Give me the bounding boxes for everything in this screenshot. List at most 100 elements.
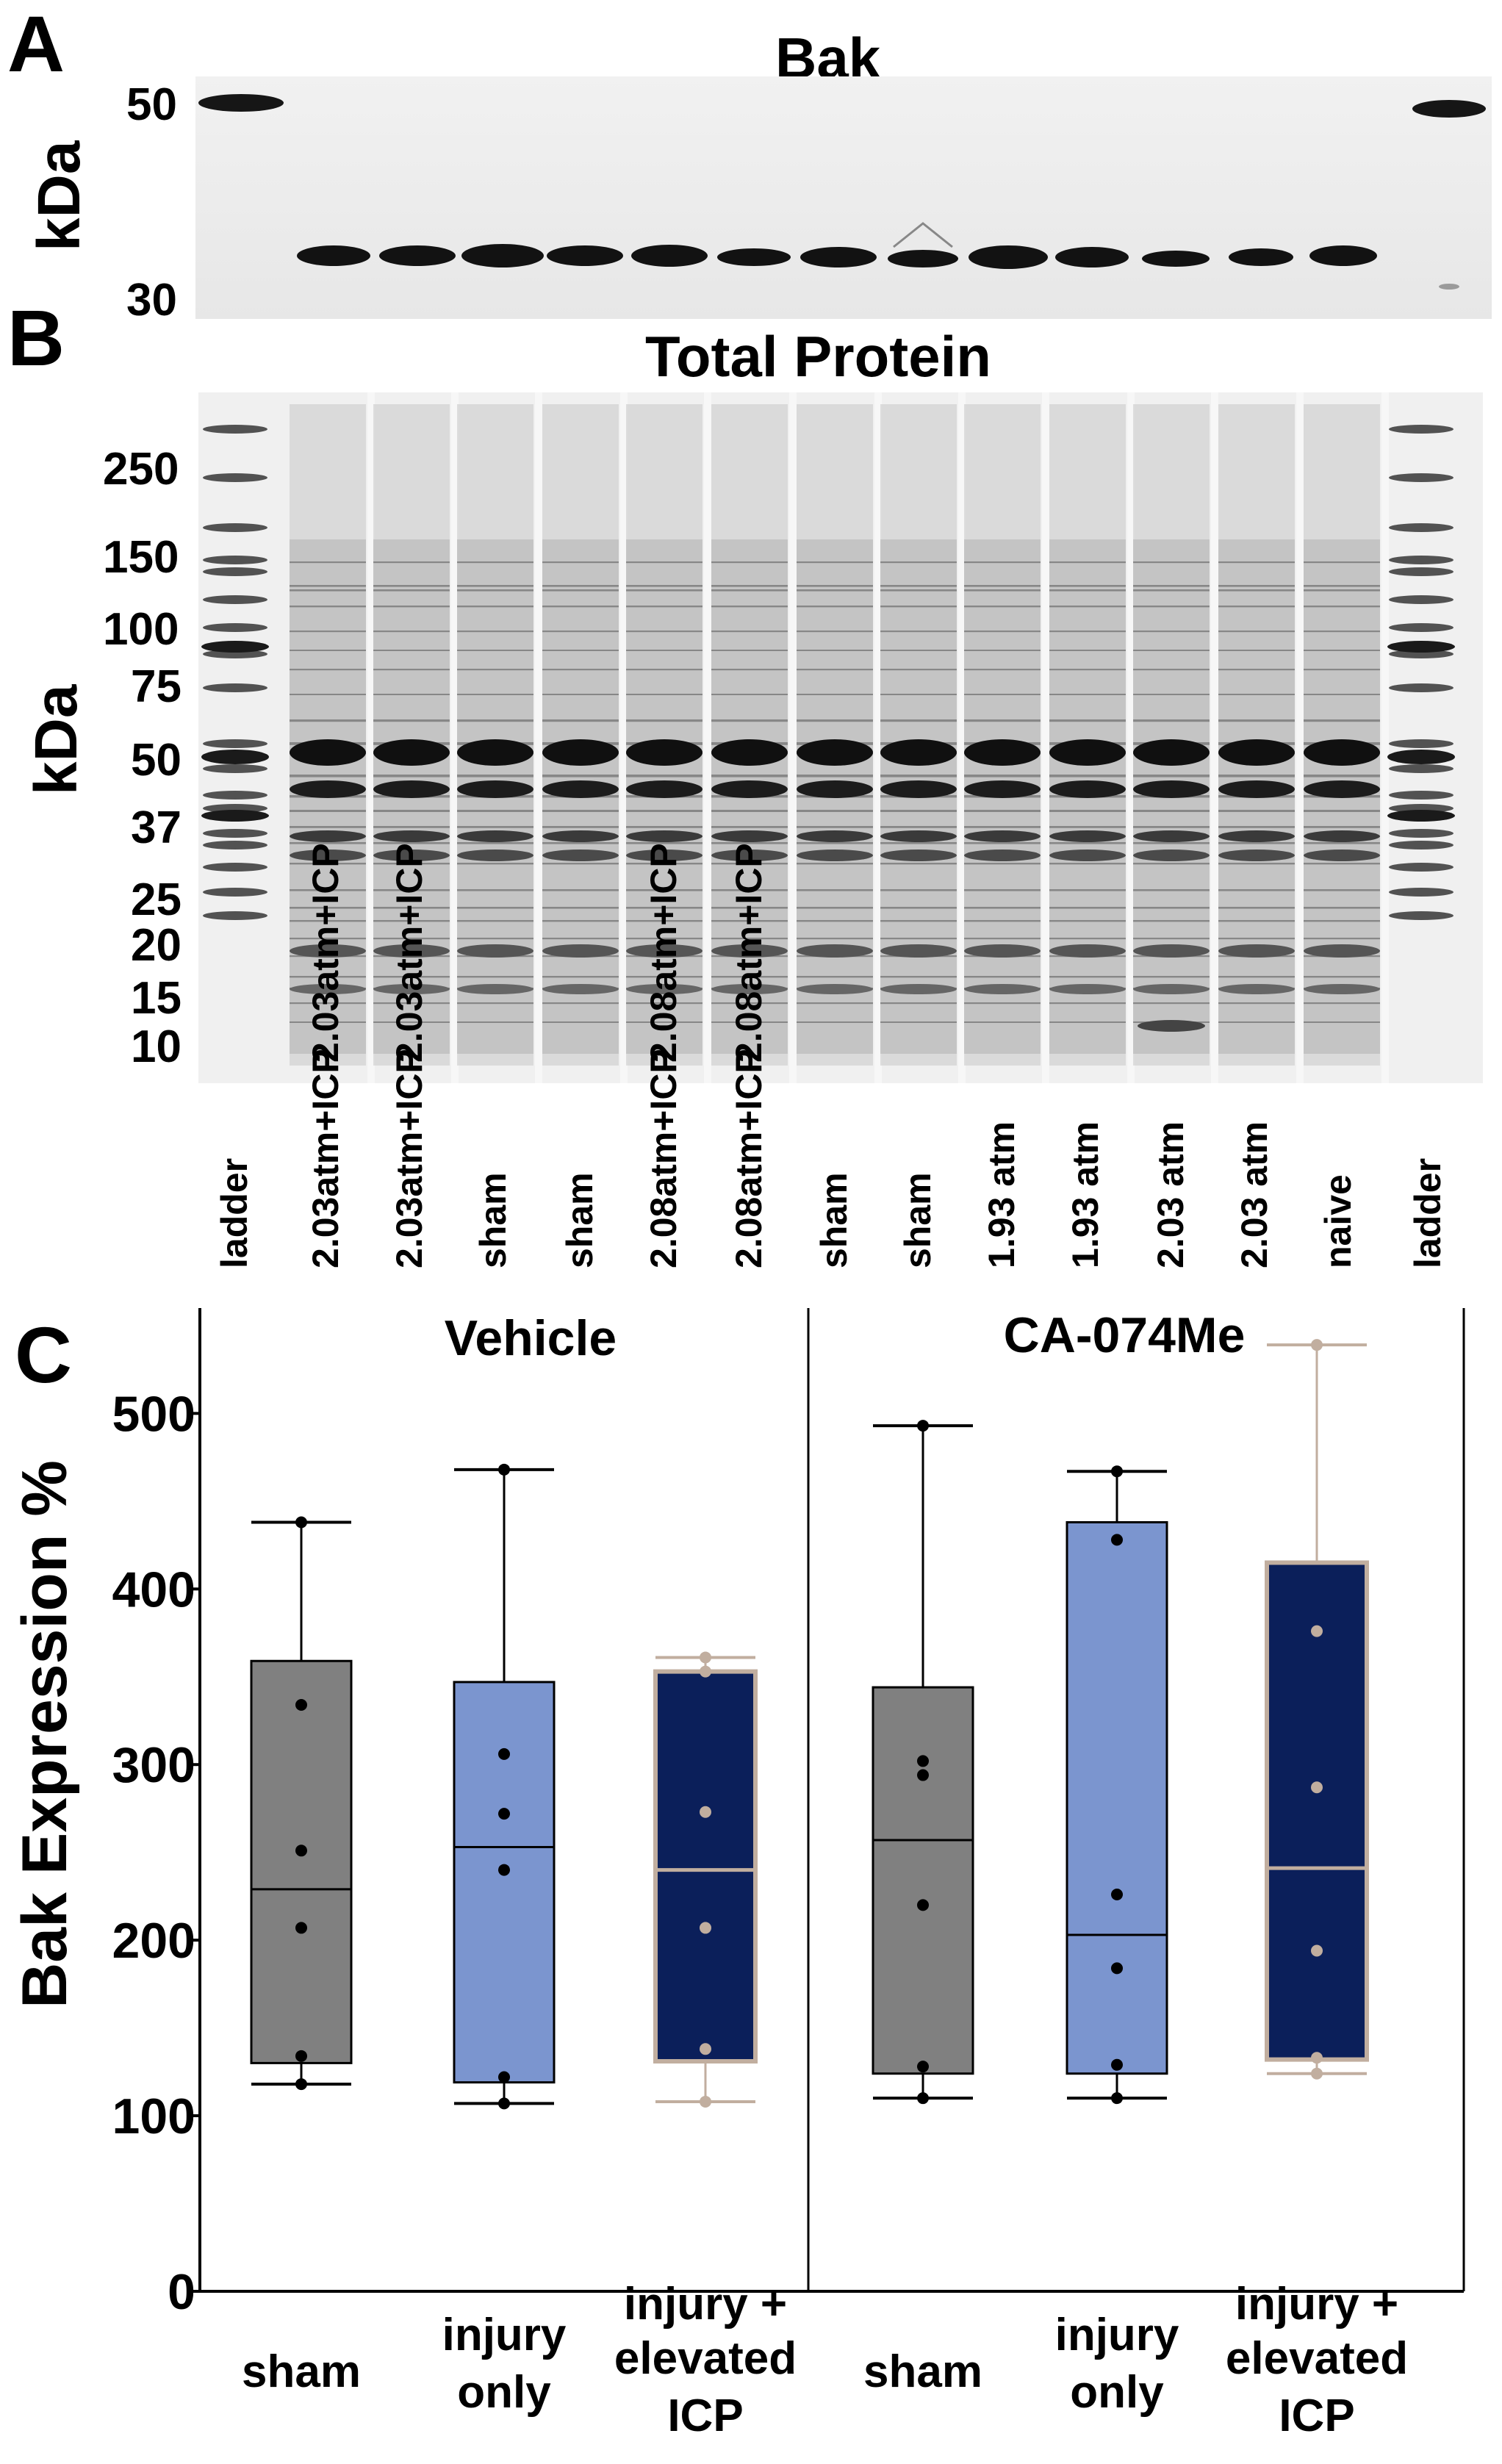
lane-label: ladder <box>1407 1157 1448 1268</box>
lane-label: 2.03atm+ICP <box>389 1049 430 1268</box>
data-point <box>917 1899 929 1911</box>
group-title-ca074me: CA-074Me <box>1004 1307 1246 1363</box>
panel-b-marker-37: 37 <box>131 802 182 853</box>
panel-a-kda-label: kDa <box>26 140 93 251</box>
data-point <box>1311 1781 1323 1794</box>
data-point <box>295 2050 307 2062</box>
x-category-label: ICP <box>667 2391 743 2441</box>
data-point <box>1111 2058 1123 2071</box>
lane-label: 2.03 atm <box>1150 1121 1191 1268</box>
lane-label: 1.93 atm <box>981 1121 1022 1268</box>
data-point <box>1111 1962 1123 1975</box>
data-point <box>1311 2052 1323 2064</box>
y-tick-label: 0 <box>168 2264 195 2320</box>
data-point <box>1311 1625 1323 1637</box>
panel-b-marker-15: 15 <box>131 973 182 1024</box>
data-point <box>917 1755 929 1767</box>
lane-label: naive <box>1318 1174 1359 1268</box>
data-point <box>700 2095 711 2108</box>
panel-a-marker-50: 50 <box>126 79 177 130</box>
x-category-label: elevated <box>1226 2333 1408 2384</box>
y-tick-label: 100 <box>112 2088 195 2144</box>
data-point <box>1311 2067 1323 2080</box>
x-category-label: injury <box>442 2310 567 2360</box>
box-iqr <box>872 1686 974 2075</box>
data-point <box>917 1769 929 1781</box>
data-point <box>700 1922 711 1934</box>
x-category-label: elevated <box>614 2333 797 2384</box>
panel-b-marker-25: 25 <box>131 874 182 925</box>
data-point <box>1111 1465 1123 1478</box>
x-category-label: only <box>1070 2367 1164 2418</box>
data-point <box>700 1665 711 1678</box>
panel-b-marker-150: 150 <box>103 532 179 583</box>
box-vehicle-sham <box>250 1516 353 2091</box>
lane-label: 2.03atm+ICP <box>305 1049 346 1268</box>
lane-label-in-gel: 2.08atm+ICP <box>643 843 684 1063</box>
data-point <box>498 1463 510 1476</box>
x-category-label: only <box>457 2367 551 2418</box>
panel-a-letter: A <box>7 0 65 88</box>
lane-label-in-gel: 2.03atm+ICP <box>305 843 346 1063</box>
y-tick-label: 300 <box>112 1737 195 1793</box>
lane-label: 2.03 atm <box>1234 1121 1275 1268</box>
y-tick-label: 200 <box>112 1913 195 1969</box>
data-point <box>295 1845 307 1857</box>
data-point <box>1311 1944 1323 1957</box>
bak-blot-image <box>195 76 1492 319</box>
panel-b-marker-75: 75 <box>131 661 182 712</box>
data-point <box>700 1806 711 1818</box>
box-ca074me-injury-elevated-icp <box>1265 1339 1369 2080</box>
data-point <box>498 1864 510 1876</box>
panel-b-marker-20: 20 <box>131 920 182 971</box>
lane-label-in-gel: 2.08atm+ICP <box>728 843 769 1063</box>
lane-label: ladder <box>214 1157 255 1268</box>
box-iqr <box>453 1681 556 2084</box>
y-tick-label: 500 <box>112 1386 195 1442</box>
panel-b-marker-100: 100 <box>103 604 179 655</box>
x-category-label: ICP <box>1279 2391 1354 2441</box>
panel-b-letter: B <box>7 293 65 382</box>
bak-expression-box-chart: Bak Expression % Vehicle CA-074Me 0 100 20… <box>10 1307 1465 2441</box>
box-vehicle-injury-only <box>453 1463 556 2110</box>
y-axis-label: Bak Expression % <box>10 1460 80 2008</box>
data-point <box>498 1808 510 1820</box>
data-point <box>1111 2092 1123 2105</box>
panel-b-marker-250: 250 <box>103 444 179 495</box>
panel-c-letter: C <box>15 1310 72 1399</box>
x-category-label: sham <box>242 2346 361 2397</box>
x-category-label: injury + <box>624 2279 787 2330</box>
panel-b-marker-10: 10 <box>131 1021 182 1072</box>
box-vehicle-injury-elevated-icp <box>653 1651 758 2108</box>
panel-b-title: Total Protein <box>645 324 991 389</box>
box-iqr <box>1265 1560 1369 2062</box>
data-point <box>295 1516 307 1529</box>
group-title-vehicle: Vehicle <box>445 1310 617 1366</box>
lane-label: 2.08atm+ICP <box>728 1049 769 1268</box>
box-ca074me-injury-only <box>1066 1465 1168 2105</box>
x-category-label: sham <box>863 2346 982 2397</box>
data-point <box>498 2071 510 2083</box>
lane-label-in-gel: 2.03atm+ICP <box>389 843 430 1063</box>
panel-b-marker-50: 50 <box>131 735 182 786</box>
panel-a-marker-30: 30 <box>126 275 177 326</box>
lane-label: sham <box>472 1172 514 1268</box>
box-ca074me-sham <box>872 1420 974 2105</box>
box-iqr <box>250 1659 353 2064</box>
lane-label: 1.93 atm <box>1065 1121 1106 1268</box>
data-point <box>498 2097 510 2110</box>
data-point <box>917 1420 929 1432</box>
data-point <box>295 2078 307 2091</box>
data-point <box>1111 1889 1123 1901</box>
lane-label: sham <box>559 1172 600 1268</box>
data-point <box>700 2043 711 2055</box>
data-point <box>1111 1534 1123 1546</box>
x-category-label: injury <box>1055 2310 1179 2360</box>
total-protein-gel-image <box>198 392 1483 1083</box>
x-category-label: injury + <box>1235 2279 1398 2330</box>
data-point <box>498 1748 510 1760</box>
lane-label: sham <box>897 1172 938 1268</box>
lane-label: sham <box>813 1172 855 1268</box>
data-point <box>917 2092 929 2105</box>
lane-label: 2.08atm+ICP <box>643 1049 684 1268</box>
